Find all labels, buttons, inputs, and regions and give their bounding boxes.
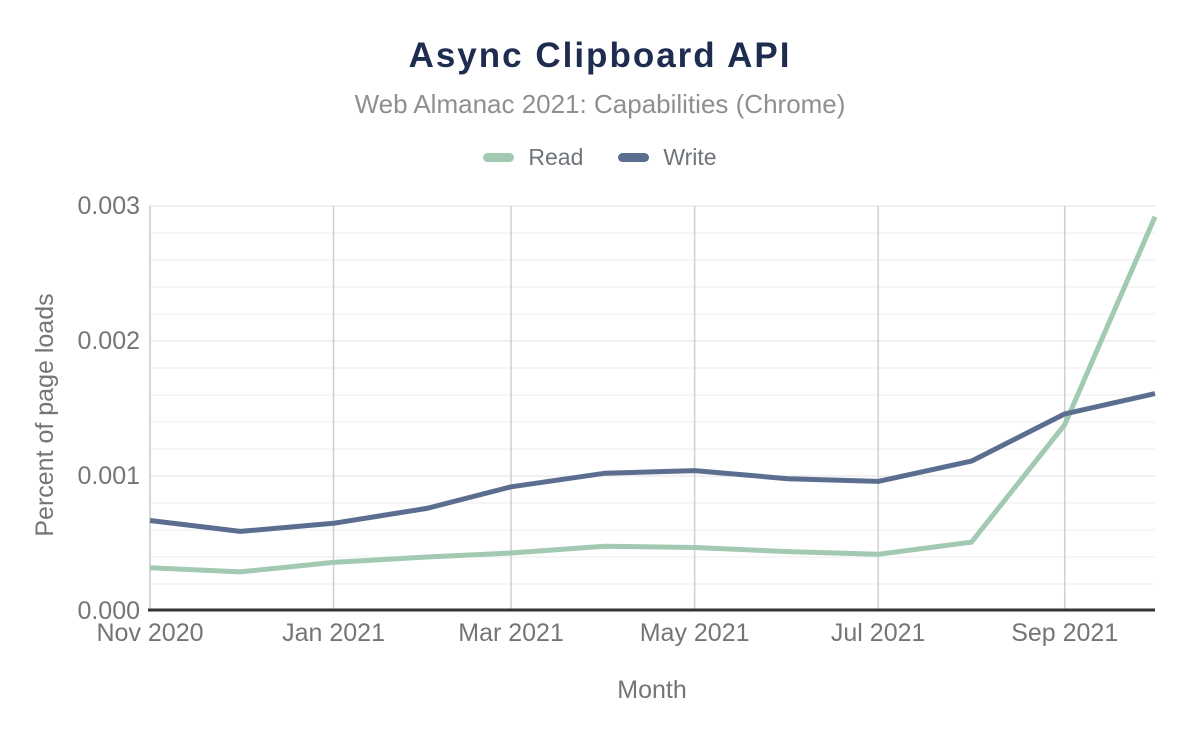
write-series-line[interactable] xyxy=(149,391,1156,534)
legend-label-write: Write xyxy=(663,144,717,170)
x-tick-label: Nov 2020 xyxy=(96,619,204,647)
legend: Read Write xyxy=(0,144,1200,171)
read-series-swatch-icon xyxy=(483,153,515,162)
chart-title: Async Clipboard API xyxy=(408,36,792,75)
legend-item-write[interactable]: Write xyxy=(618,144,717,171)
x-tick-label: May 2021 xyxy=(639,619,750,647)
x-tick-label: Jul 2021 xyxy=(830,619,926,647)
chart-subtitle: Web Almanac 2021: Capabilities (Chrome) xyxy=(354,89,846,119)
x-axis-title: Month xyxy=(617,676,687,704)
x-tick-label: Mar 2021 xyxy=(458,619,564,647)
x-tick-label: Jan 2021 xyxy=(282,619,385,647)
legend-label-read: Read xyxy=(528,144,584,170)
y-tick-label: 0.002 xyxy=(77,327,140,355)
y-tick-label: 0.003 xyxy=(77,192,140,220)
y-axis-title: Percent of page loads xyxy=(31,293,59,537)
x-tick-label: Sep 2021 xyxy=(1011,619,1119,647)
legend-item-read[interactable]: Read xyxy=(483,144,583,171)
y-tick-label: 0.001 xyxy=(77,462,140,490)
write-series-swatch-icon xyxy=(618,153,650,162)
read-series-line[interactable] xyxy=(149,215,1158,575)
y-tick-label: 0.000 xyxy=(77,597,140,625)
